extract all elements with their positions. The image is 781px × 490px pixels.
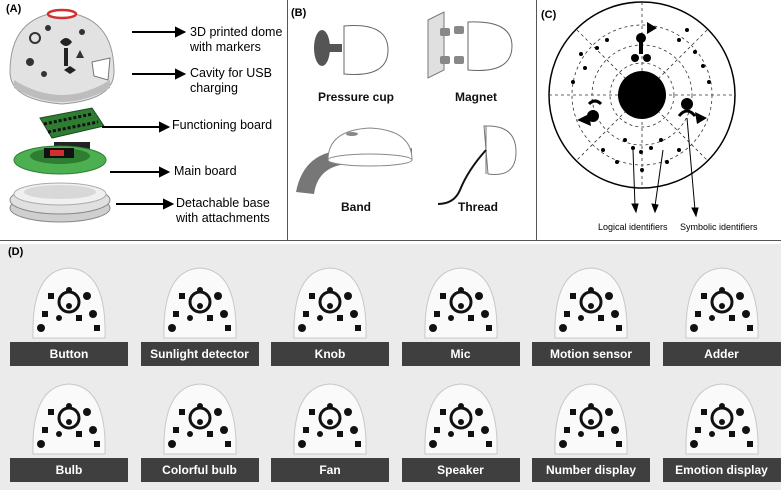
module-label: Colorful bulb (140, 458, 259, 482)
band-icon (296, 127, 413, 194)
module-dome-icon (423, 267, 498, 339)
module-tile: Adder (662, 256, 781, 366)
module-dome-icon (293, 383, 367, 455)
module-tile: Mic (401, 256, 520, 366)
logical-identifiers-label: Logical identifiers (598, 222, 668, 232)
module-dome-icon (162, 383, 237, 455)
module-tile: Colorful bulb (140, 372, 259, 482)
module-label: Knob (271, 342, 389, 366)
module-tile: Motion sensor (532, 256, 650, 366)
module-dome-icon (293, 267, 367, 339)
module-label: Bulb (10, 458, 128, 482)
exploded-view-illustration (9, 8, 187, 223)
callout-main-board: Main board (174, 164, 237, 178)
marker-icon (577, 22, 707, 126)
module-tile: Knob (271, 256, 389, 366)
module-tile: Sunlight detector (140, 256, 259, 366)
callout-dome-line-1: 3D printed dome (190, 25, 283, 39)
module-label: Speaker (401, 458, 520, 482)
pressure-cup-icon (314, 25, 389, 75)
module-tile: Bulb (10, 372, 128, 482)
module-label: Button (10, 342, 128, 366)
callout-dome: 3D printed dome with markers (190, 25, 282, 55)
module-dome-icon (684, 383, 759, 455)
panel-d-label: (D) (8, 246, 24, 258)
attachment-label-thread: Thread (457, 200, 498, 214)
callout-functioning-board: Functioning board (172, 118, 273, 132)
module-label: Number display (532, 458, 650, 482)
thread-icon (437, 125, 517, 205)
module-dome-icon (423, 383, 498, 455)
marker-layout-diagram (548, 1, 736, 218)
module-tile: Number display (532, 372, 650, 482)
module-label: Mic (401, 342, 520, 366)
module-tile: Speaker (401, 372, 520, 482)
callout-cavity-line-1: Cavity for USB (190, 66, 272, 80)
attachments-illustration (296, 11, 517, 205)
module-dome-icon (684, 267, 759, 339)
module-tile: Button (10, 256, 128, 366)
module-dome-icon (162, 267, 237, 339)
symbolic-identifiers-label: Symbolic identifiers (680, 222, 758, 232)
module-label: Motion sensor (532, 342, 650, 366)
attachment-label-pressure-cup: Pressure cup (317, 90, 395, 104)
module-dome-icon (554, 383, 628, 455)
callout-cavity-line-2: charging (190, 81, 238, 95)
callout-base-line-1: Detachable base (176, 196, 270, 210)
callout-base-line-2: with attachments (176, 211, 270, 225)
callout-base: Detachable base with attachments (176, 196, 270, 226)
attachment-label-magnet: Magnet (455, 90, 497, 104)
module-photo-strip (0, 244, 781, 490)
module-dome-icon (32, 267, 106, 339)
divider-a-b (287, 0, 288, 241)
panel-b-label: (B) (291, 7, 307, 19)
attachment-label-band: Band (341, 200, 371, 214)
base-icon (9, 182, 111, 223)
panel-a-label: (A) (6, 3, 22, 15)
callout-dome-line-2: with markers (190, 40, 261, 54)
magnet-icon (427, 11, 513, 79)
module-dome-icon (32, 383, 106, 455)
module-label: Emotion display (662, 458, 781, 482)
module-label: Adder (662, 342, 781, 366)
module-dome-icon (554, 267, 628, 339)
module-tile: Fan (271, 372, 389, 482)
dome-icon (9, 8, 115, 105)
module-label: Sunlight detector (140, 342, 259, 366)
panel-c-label: (C) (541, 9, 557, 21)
main-board-icon (13, 145, 107, 175)
module-label: Fan (271, 458, 389, 482)
divider-b-c (536, 0, 537, 241)
callout-cavity: Cavity for USB charging (190, 66, 272, 96)
module-tile: Emotion display (662, 372, 781, 482)
divider-top-bottom (0, 240, 781, 241)
